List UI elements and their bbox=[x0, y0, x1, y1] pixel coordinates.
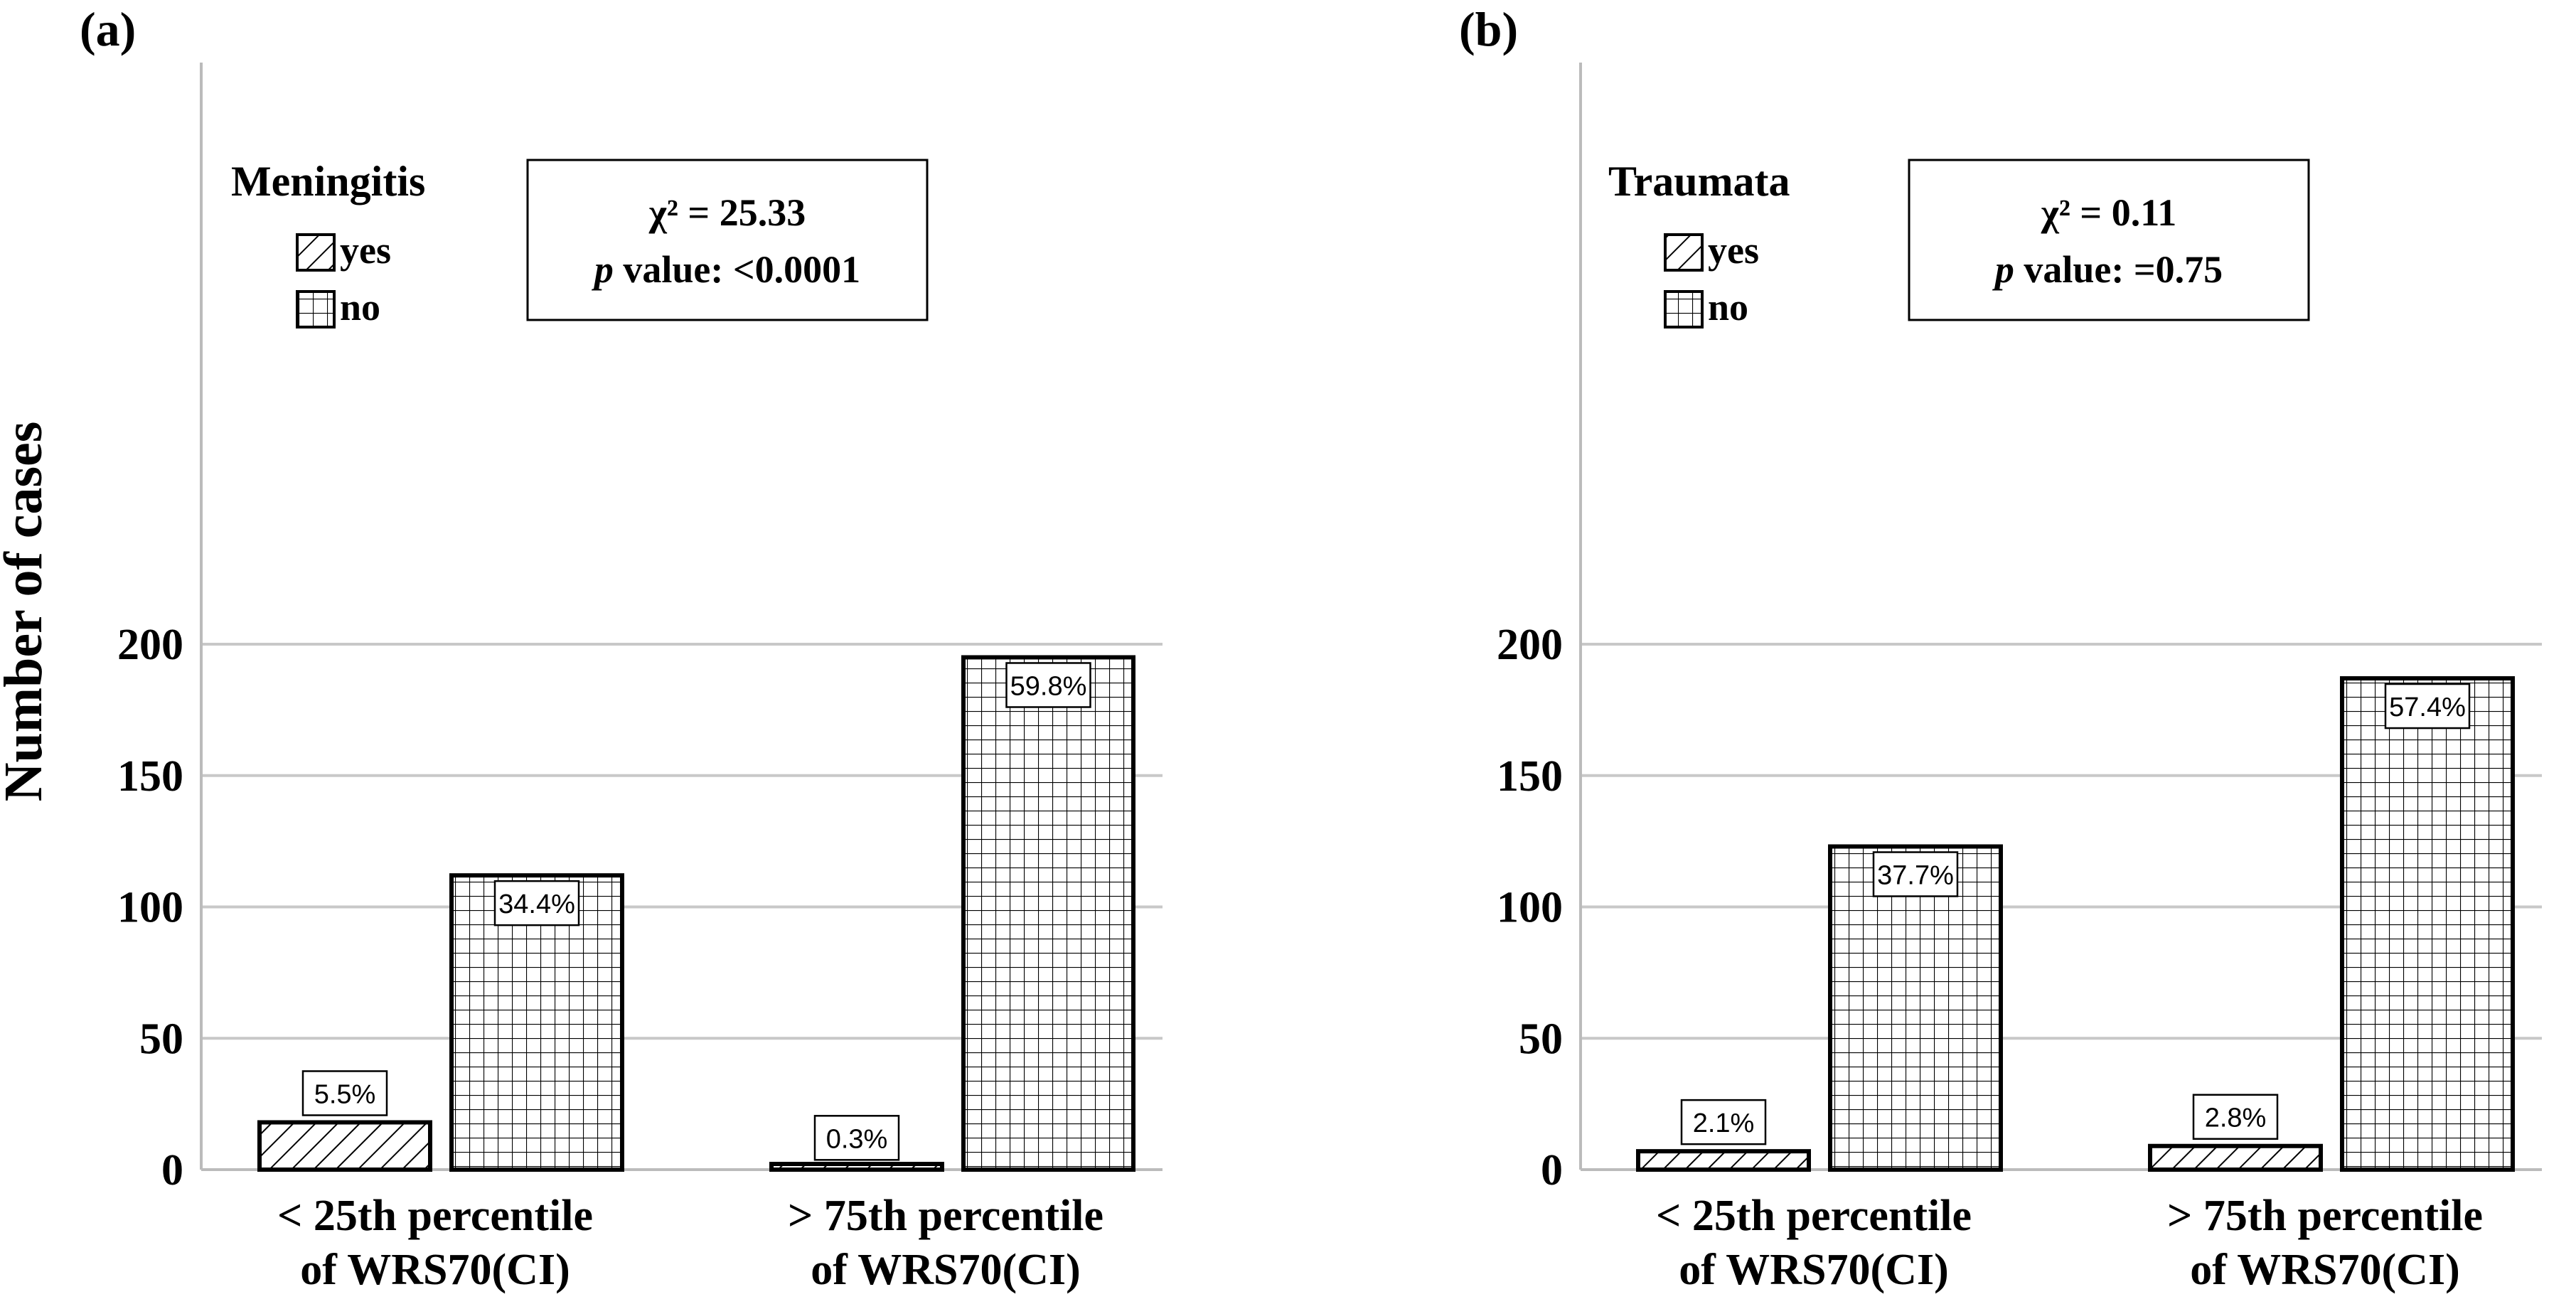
p-label: value: bbox=[614, 248, 724, 291]
data-label: 34.4% bbox=[498, 889, 575, 919]
legend-item-yes: yes bbox=[340, 229, 391, 272]
data-label-box bbox=[1872, 851, 1959, 897]
legend-swatch-no bbox=[296, 290, 336, 328]
data-label-box bbox=[2192, 1094, 2279, 1140]
chi-square-stat: χ² = 25.33 bbox=[648, 191, 806, 234]
p-value: =0.75 bbox=[2124, 248, 2223, 291]
chi-value: = 25.33 bbox=[678, 191, 806, 234]
category-label-line: > 75th percentile bbox=[2167, 1192, 2483, 1240]
bar-yes-high bbox=[2148, 1143, 2323, 1172]
legend-item-no: no bbox=[1708, 286, 1748, 328]
p-label: value: bbox=[2014, 248, 2125, 291]
category-label-line: < 25th percentile bbox=[1656, 1192, 1972, 1240]
category-label-line: of WRS70(CI) bbox=[2190, 1246, 2459, 1294]
legend-title: Meningitis bbox=[231, 158, 425, 205]
data-label: 2.8% bbox=[2205, 1104, 2267, 1133]
data-label: 0.3% bbox=[826, 1124, 888, 1154]
category-label: > 75th percentile of WRS70(CI) bbox=[788, 1192, 1103, 1294]
chi-square-stat: χ² = 0.11 bbox=[2041, 191, 2176, 234]
p-value-stat: p value: <0.0001 bbox=[592, 248, 860, 291]
data-label-box bbox=[493, 880, 580, 926]
y-axis-title: Number of cases bbox=[0, 422, 53, 802]
bar-yes-low bbox=[1636, 1149, 1811, 1172]
category-label-line: of WRS70(CI) bbox=[811, 1246, 1080, 1294]
bar-yes-low bbox=[257, 1120, 432, 1172]
data-label: 37.7% bbox=[1877, 861, 1954, 891]
legend-item-no: no bbox=[340, 286, 380, 328]
category-label: < 25th percentile of WRS70(CI) bbox=[1656, 1192, 1972, 1294]
y-tick-label: 200 bbox=[1497, 621, 1563, 669]
stats-box bbox=[526, 159, 929, 321]
bar-yes-high bbox=[769, 1162, 944, 1172]
data-label: 57.4% bbox=[2389, 693, 2466, 722]
data-label-box bbox=[1680, 1099, 1767, 1145]
data-label-box bbox=[813, 1115, 900, 1161]
p-value-stat: p value: =0.75 bbox=[1992, 248, 2223, 291]
bar-no-low bbox=[1828, 844, 2003, 1172]
legend-item-yes: yes bbox=[1708, 229, 1759, 272]
data-label: 59.8% bbox=[1010, 671, 1087, 701]
y-tick-label: 150 bbox=[1497, 752, 1563, 801]
p-symbol: p bbox=[592, 248, 614, 291]
data-label-box bbox=[301, 1070, 388, 1116]
panel-label: (b) bbox=[1459, 2, 1518, 56]
y-tick-label: 0 bbox=[1541, 1146, 1563, 1195]
chi-value: = 0.11 bbox=[2070, 191, 2176, 234]
p-value: <0.0001 bbox=[723, 248, 860, 291]
y-tick-label: 100 bbox=[117, 884, 183, 932]
category-label-line: of WRS70(CI) bbox=[300, 1246, 570, 1294]
category-label-line: of WRS70(CI) bbox=[1679, 1246, 1948, 1294]
y-tick-label: 150 bbox=[117, 752, 183, 801]
chi-symbol: χ² bbox=[2041, 191, 2070, 234]
y-tick-label: 0 bbox=[161, 1146, 183, 1195]
stats-box bbox=[1908, 159, 2310, 321]
chart-panel-a: (a) 0 50 100 150 200 5.5% 0.3% 34.4% 59.8% < 25th … bbox=[80, 2, 1163, 1294]
y-tick-label: 50 bbox=[1519, 1015, 1563, 1063]
legend-title: Traumata bbox=[1608, 158, 1790, 205]
bar-no-high bbox=[961, 655, 1135, 1172]
y-tick-label: 50 bbox=[139, 1015, 183, 1063]
category-label: > 75th percentile of WRS70(CI) bbox=[2167, 1192, 2483, 1294]
y-tick-label: 100 bbox=[1497, 884, 1563, 932]
chart-panel-b: (b) 0 50 100 150 200 2.1% 2.8% 37.7% 57.4% < 25th … bbox=[1459, 2, 2542, 1294]
panel-label: (a) bbox=[80, 2, 136, 56]
data-label-box bbox=[1005, 662, 1091, 708]
category-label-line: < 25th percentile bbox=[277, 1192, 593, 1240]
data-label: 5.5% bbox=[314, 1079, 376, 1109]
category-label: < 25th percentile of WRS70(CI) bbox=[277, 1192, 593, 1294]
data-label: 2.1% bbox=[1693, 1108, 1755, 1138]
data-label-box bbox=[2384, 683, 2471, 730]
category-label-line: > 75th percentile bbox=[788, 1192, 1103, 1240]
bar-no-high bbox=[2340, 676, 2515, 1172]
legend-swatch-yes bbox=[1664, 233, 1704, 272]
legend-swatch-no bbox=[1664, 290, 1704, 328]
p-symbol: p bbox=[1992, 248, 2014, 291]
y-tick-label: 200 bbox=[117, 621, 183, 669]
chi-symbol: χ² bbox=[648, 191, 678, 234]
legend-swatch-yes bbox=[296, 233, 336, 272]
